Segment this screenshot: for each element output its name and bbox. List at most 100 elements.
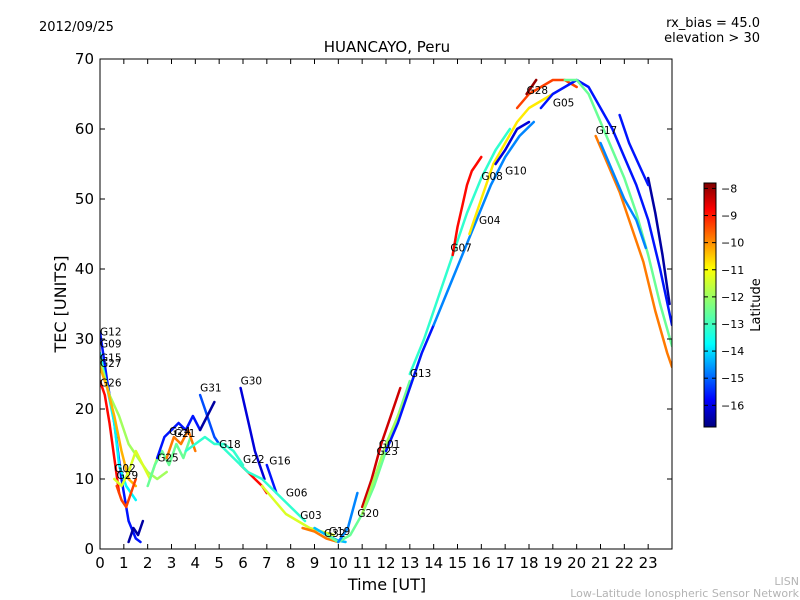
- satellite-label-g19: G19: [329, 526, 351, 538]
- series-g05: [539, 78, 672, 327]
- series-layer: [100, 78, 672, 544]
- satellite-label-g29: G29: [117, 470, 139, 482]
- y-tick-label: 10: [75, 470, 94, 488]
- colorbar-tick-label: −11: [721, 264, 744, 277]
- series-g24: [165, 428, 197, 460]
- series-g29: [115, 477, 138, 509]
- colorbar-tick-label: −16: [721, 399, 744, 412]
- date-label: 2012/09/25: [39, 20, 114, 35]
- satellite-label-g20: G20: [357, 508, 379, 520]
- satellite-label-g32: G32: [324, 528, 346, 540]
- x-tick-label: 10: [329, 554, 348, 572]
- satellite-label-g16: G16: [269, 455, 291, 467]
- satellite-label-g12: G12: [100, 327, 122, 339]
- x-tick-label: 23: [639, 554, 658, 572]
- x-axis-ticks: 0 1 2 3 4 5 6 7 8 9 10 11 12 13 14 15 16 17 18 19 20 21 22 23: [95, 59, 658, 572]
- colorbar-label: Latitude: [749, 278, 764, 332]
- series-g21: [155, 414, 202, 460]
- colorbar-ticks: −8 −9 −10 −11 −12 −13 −14 −15 −16: [704, 182, 744, 412]
- x-tick-label: 14: [424, 554, 443, 572]
- colorbar-tick-label: −10: [721, 237, 744, 250]
- colorbar-tick-label: −8: [721, 182, 737, 195]
- series-g28b: [525, 78, 538, 96]
- series-g11b: [618, 113, 650, 187]
- satellite-label-g07: G07: [450, 243, 472, 255]
- satellite-label-g02: G02: [114, 463, 136, 475]
- footer-lisn: LISN: [774, 575, 799, 588]
- y-tick-label: 60: [75, 120, 94, 138]
- chart-title: HUANCAYO, Peru: [324, 38, 450, 56]
- series-g07: [408, 127, 512, 376]
- x-tick-label: 4: [191, 554, 201, 572]
- series-g14: [599, 141, 648, 250]
- satellite-label-g09: G09: [100, 338, 122, 350]
- satellite-label-g30: G30: [241, 376, 263, 388]
- y-tick-label: 30: [75, 330, 94, 348]
- satellite-label-g17: G17: [596, 125, 618, 137]
- satellite-label-g25: G25: [157, 453, 179, 465]
- satellite-label-g15: G15: [100, 352, 122, 364]
- x-tick-label: 21: [591, 554, 610, 572]
- elevation-label: elevation > 30: [664, 31, 760, 46]
- satellite-label-g05: G05: [553, 98, 575, 110]
- satellite-label-g22: G22: [243, 454, 265, 466]
- series-g12: [100, 330, 142, 544]
- series-g06: [217, 442, 307, 523]
- y-tick-label: 70: [75, 50, 94, 68]
- satellite-label-g26: G26: [100, 378, 122, 390]
- satellite-label-g06: G06: [286, 488, 308, 500]
- x-tick-label: 20: [567, 554, 586, 572]
- satellite-label-g08: G08: [481, 171, 503, 183]
- colorbar-tick-label: −13: [721, 318, 744, 331]
- x-tick-label: 8: [286, 554, 296, 572]
- x-tick-label: 0: [95, 554, 105, 572]
- x-tick-label: 3: [167, 554, 177, 572]
- x-tick-label: 12: [376, 554, 395, 572]
- satellite-label-g27: G27: [100, 358, 122, 370]
- satellite-label-g03: G03: [300, 510, 322, 522]
- series-g31: [198, 393, 221, 446]
- x-tick-label: 19: [543, 554, 562, 572]
- y-tick-label: 20: [75, 400, 94, 418]
- y-tick-label: 50: [75, 190, 94, 208]
- satellite-label-g21: G21: [174, 428, 196, 440]
- x-tick-label: 6: [238, 554, 248, 572]
- y-axis-label: TEC [UNITS]: [51, 256, 70, 354]
- x-tick-label: 13: [400, 554, 419, 572]
- y-tick-label: 0: [84, 540, 94, 558]
- x-axis-label: Time [UT]: [347, 575, 426, 594]
- series-g10: [494, 120, 531, 166]
- series-g20b: [337, 491, 359, 544]
- series-g11: [646, 176, 671, 306]
- plot-frame: [99, 58, 673, 550]
- series-g27: [100, 365, 138, 488]
- satellite-label-g04: G04: [479, 215, 501, 227]
- satellite-label-g31: G31: [200, 383, 222, 395]
- satellite-label-g18: G18: [219, 439, 241, 451]
- x-tick-label: 16: [472, 554, 491, 572]
- satellite-label-g23: G23: [376, 446, 398, 458]
- satellite-label-g01: G01: [379, 439, 401, 451]
- colorbar-tick-label: −12: [721, 291, 744, 304]
- x-tick-label: 15: [448, 554, 467, 572]
- series-g30: [239, 386, 266, 481]
- footer-network: Low-Latitude Ionospheric Sensor Network: [570, 587, 799, 600]
- series-g26: [100, 379, 121, 495]
- series-g13: [384, 323, 435, 453]
- series-g17b: [563, 78, 672, 348]
- y-tick-label: 40: [75, 260, 94, 278]
- rx-bias-label: rx_bias = 45.0: [666, 16, 760, 31]
- series-g08: [468, 92, 555, 236]
- series-g31b: [198, 400, 216, 432]
- series-g05a: [127, 519, 145, 544]
- colorbar-tick-label: −9: [721, 210, 737, 223]
- series-g32: [301, 526, 340, 544]
- series-g04: [432, 120, 536, 327]
- x-tick-label: 5: [214, 554, 224, 572]
- series-g17: [594, 134, 672, 369]
- x-tick-label: 2: [143, 554, 153, 572]
- colorbar-tick-label: −15: [721, 372, 744, 385]
- series-g07b: [451, 155, 483, 257]
